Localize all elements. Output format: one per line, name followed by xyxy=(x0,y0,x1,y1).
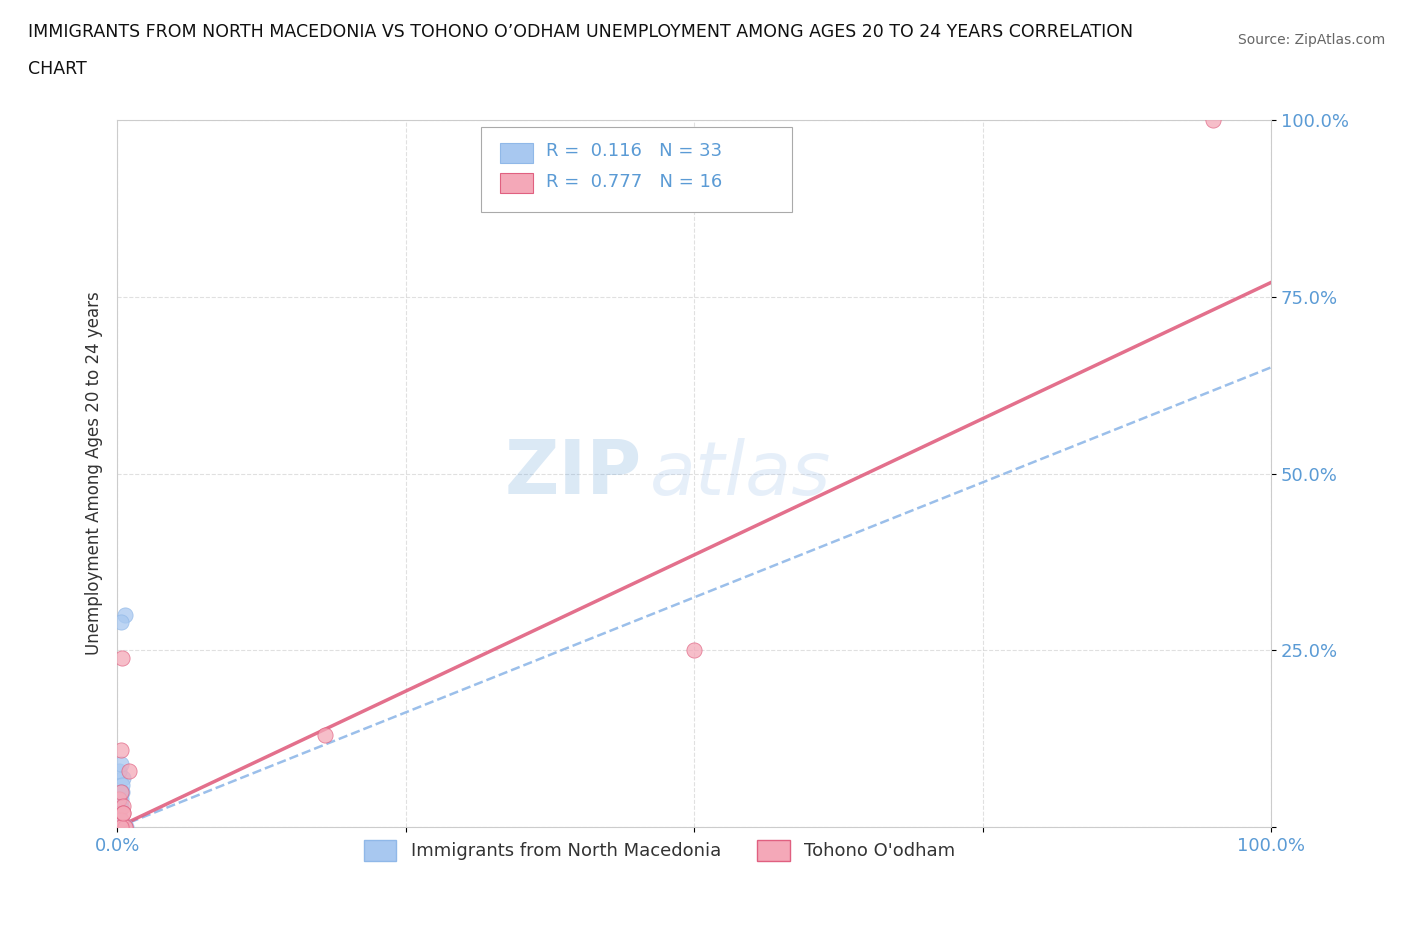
Point xyxy=(108,764,131,778)
Point xyxy=(110,813,132,828)
Point xyxy=(108,820,131,835)
Point xyxy=(110,813,132,828)
Point xyxy=(107,820,129,835)
Point xyxy=(108,820,131,835)
FancyBboxPatch shape xyxy=(481,126,792,212)
Point xyxy=(111,805,134,820)
Text: R =  0.777   N = 16: R = 0.777 N = 16 xyxy=(547,173,723,191)
Point xyxy=(110,820,132,835)
Legend: Immigrants from North Macedonia, Tohono O'odham: Immigrants from North Macedonia, Tohono … xyxy=(357,832,963,868)
Point xyxy=(114,607,136,622)
FancyBboxPatch shape xyxy=(501,143,533,163)
Point xyxy=(110,742,132,757)
Point xyxy=(108,805,131,820)
Point xyxy=(110,615,132,630)
Point xyxy=(107,820,129,835)
Point xyxy=(1202,113,1225,127)
Point xyxy=(108,799,131,814)
Point xyxy=(107,805,129,820)
Text: CHART: CHART xyxy=(28,60,87,78)
Point xyxy=(107,813,129,828)
Point xyxy=(107,820,129,835)
Point xyxy=(108,813,131,828)
Point xyxy=(107,813,129,828)
Point xyxy=(108,820,131,835)
Point xyxy=(107,813,129,828)
Point xyxy=(111,777,134,792)
Text: R =  0.116   N = 33: R = 0.116 N = 33 xyxy=(547,142,723,161)
Point xyxy=(118,764,141,778)
Point xyxy=(110,820,132,835)
Text: IMMIGRANTS FROM NORTH MACEDONIA VS TOHONO O’ODHAM UNEMPLOYMENT AMONG AGES 20 TO : IMMIGRANTS FROM NORTH MACEDONIA VS TOHON… xyxy=(28,23,1133,41)
Point xyxy=(110,820,132,835)
Point xyxy=(111,785,134,800)
Point xyxy=(110,756,132,771)
Point xyxy=(107,820,129,835)
Point xyxy=(107,820,129,835)
Point xyxy=(107,820,129,835)
Point xyxy=(114,820,136,835)
Point xyxy=(115,820,138,835)
Point xyxy=(111,650,134,665)
FancyBboxPatch shape xyxy=(501,173,533,193)
Point xyxy=(108,820,131,835)
Text: Source: ZipAtlas.com: Source: ZipAtlas.com xyxy=(1237,33,1385,46)
Text: ZIP: ZIP xyxy=(505,437,643,510)
Point xyxy=(110,785,132,800)
Point xyxy=(110,785,132,800)
Point xyxy=(114,820,136,835)
Point xyxy=(111,820,134,835)
Point xyxy=(111,799,134,814)
Point xyxy=(110,791,132,806)
Y-axis label: Unemployment Among Ages 20 to 24 years: Unemployment Among Ages 20 to 24 years xyxy=(86,292,103,656)
Point xyxy=(111,770,134,785)
Point xyxy=(111,805,134,820)
Text: atlas: atlas xyxy=(651,437,832,510)
Point xyxy=(314,728,336,743)
Point xyxy=(108,820,131,835)
Point xyxy=(108,805,131,820)
Point xyxy=(683,643,706,658)
Point xyxy=(110,799,132,814)
Point xyxy=(108,791,131,806)
